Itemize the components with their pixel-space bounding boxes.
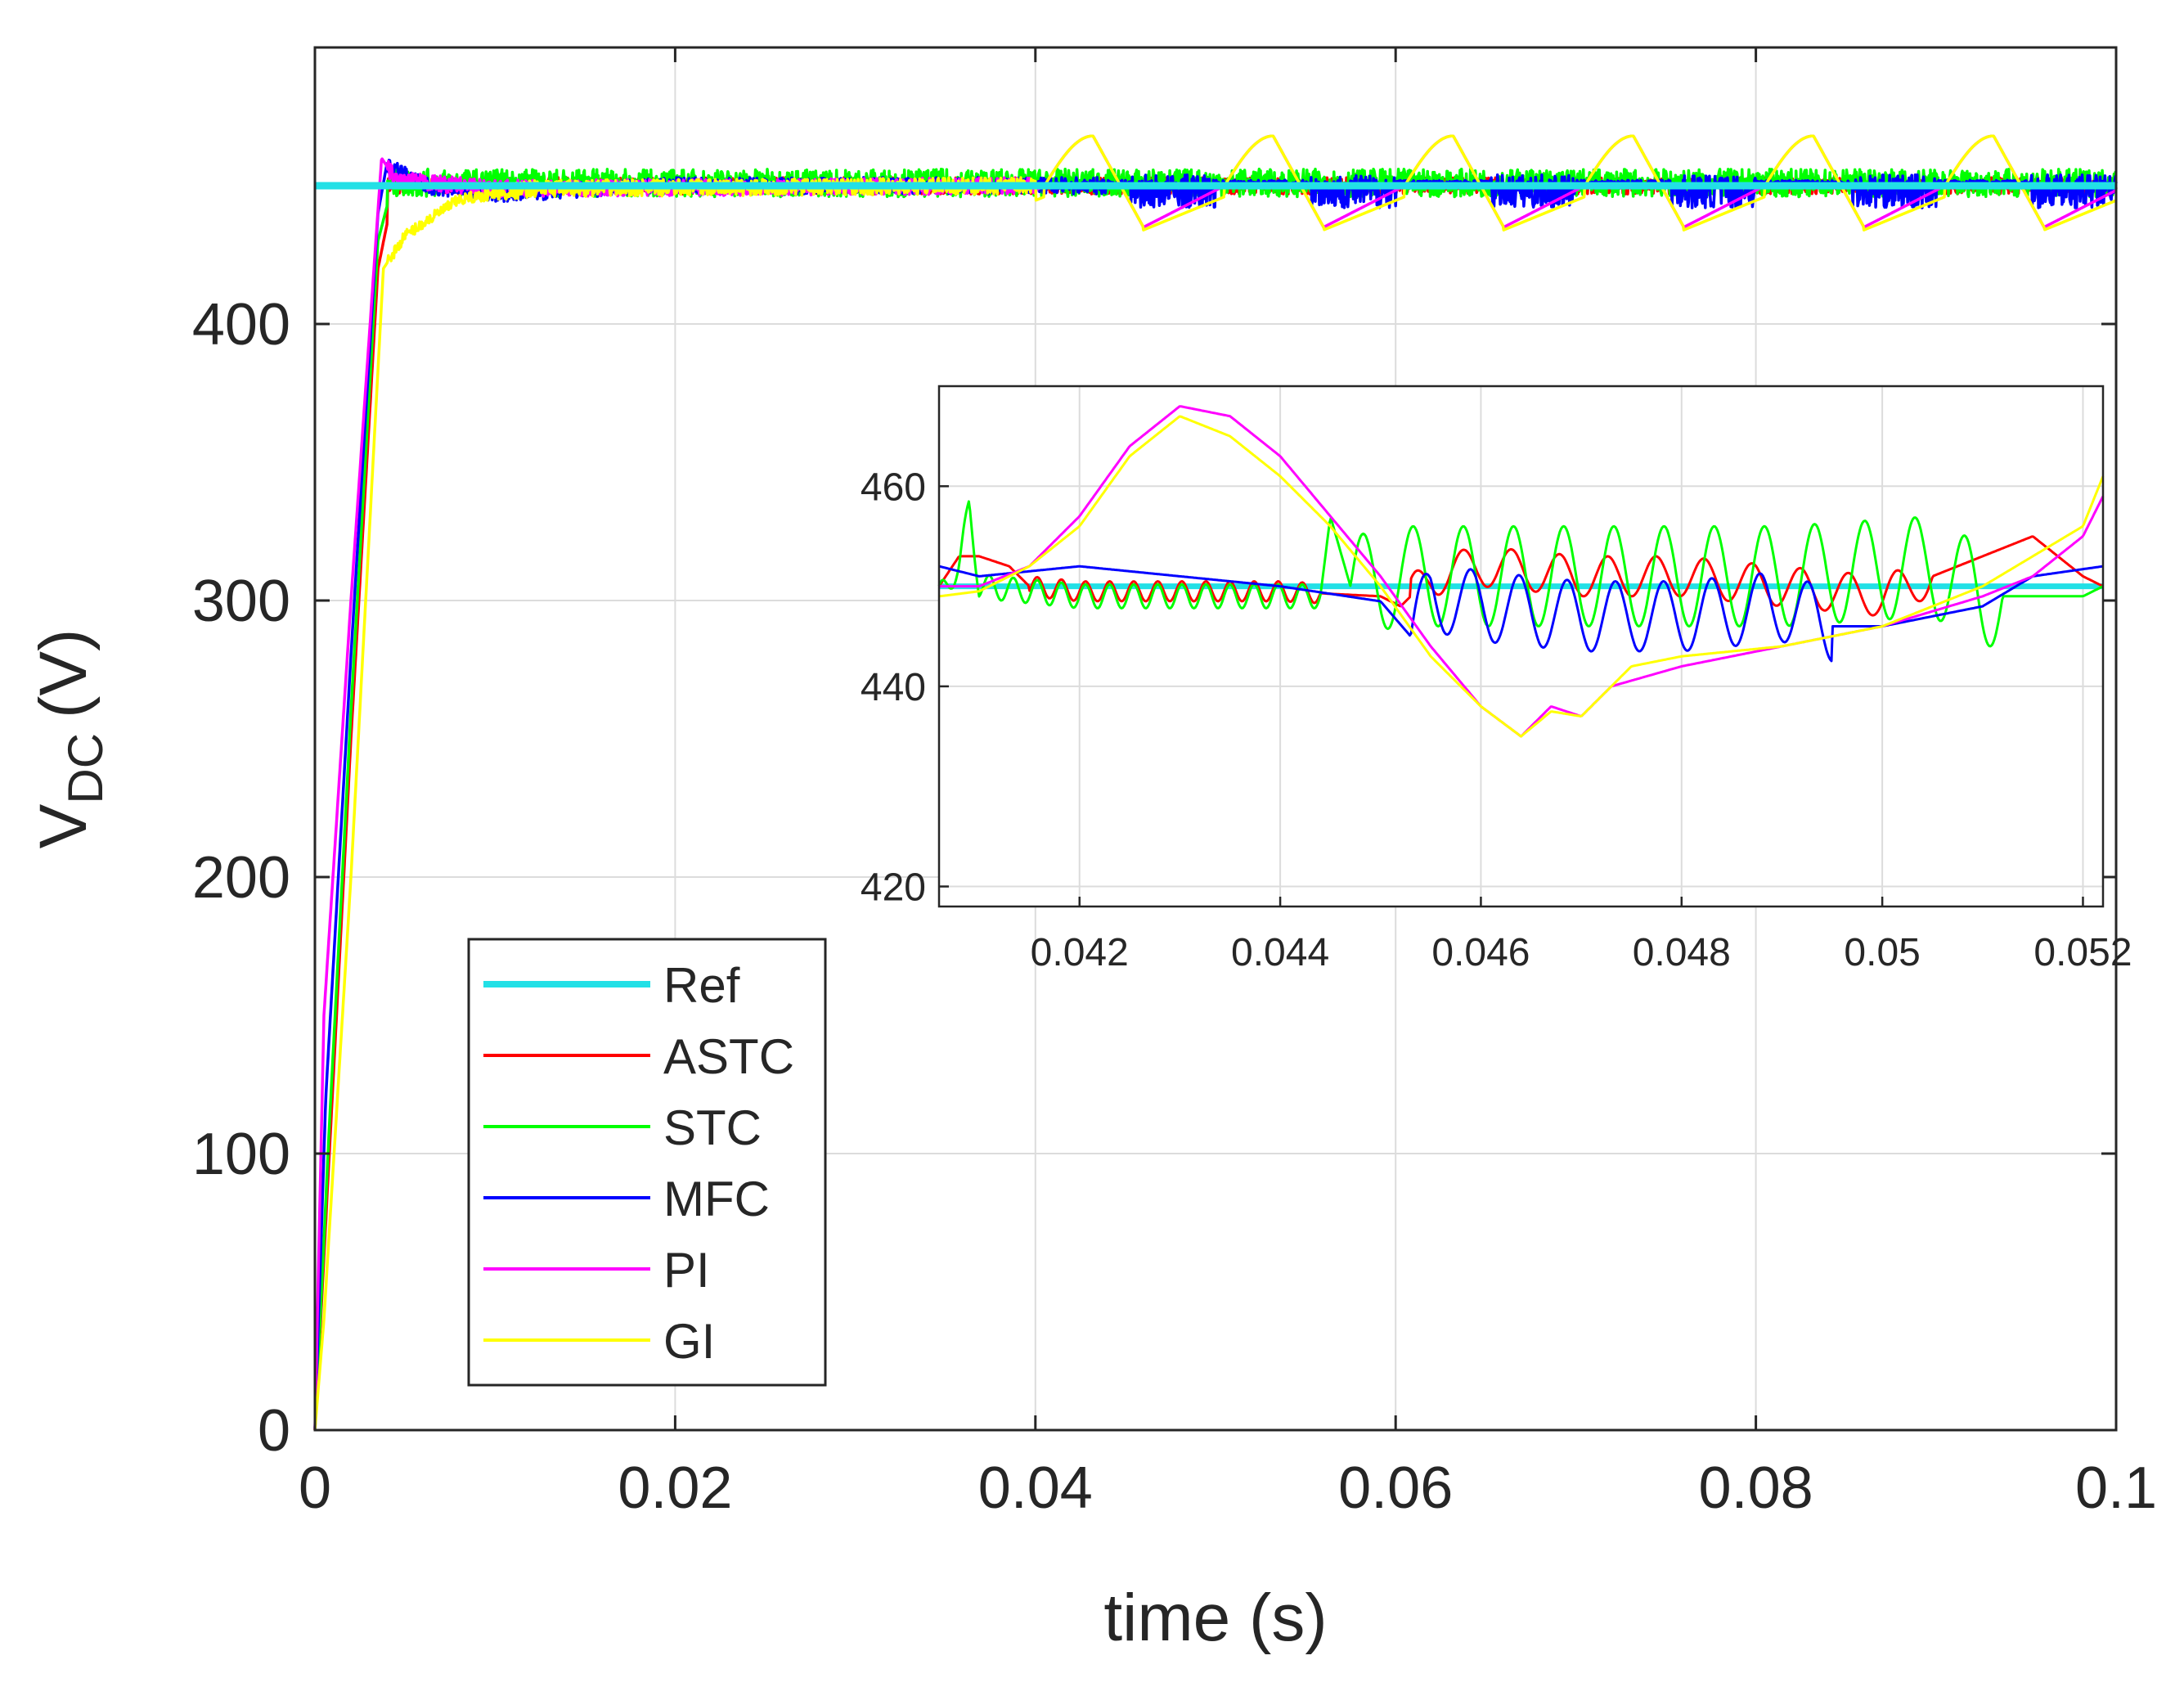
x-axis-label: time (s) — [1103, 1581, 1327, 1655]
main-y-tick-label: 100 — [192, 1122, 290, 1187]
main-plot-frame — [313, 46, 2118, 1432]
legend-label: Ref — [663, 958, 740, 1013]
inset-y-tick-label: 460 — [861, 466, 926, 509]
main-y-tick-label: 400 — [192, 292, 290, 358]
legend-label: STC — [663, 1100, 762, 1155]
y-axis-label-unit: (V) — [26, 629, 101, 718]
inset-y-tick-label: 420 — [861, 866, 926, 910]
legend-item-mfc: MFC — [483, 1172, 770, 1226]
inset-x-tick-label: 0.042 — [1031, 931, 1129, 974]
main-y-tick-label: 200 — [192, 845, 290, 911]
inset-grid — [939, 386, 2103, 906]
legend-box — [467, 938, 827, 1387]
inset-axes: 0.042 0.044 0.046 0.048 0.05 0.052 420 440 460 — [861, 385, 2132, 974]
main-y-tick-label: 300 — [192, 569, 290, 634]
main-ticks: 0 0.02 0.04 0.06 0.08 0.1 0 100 200 300 400 — [192, 47, 2157, 1521]
inset-x-tick-label: 0.05 — [1844, 931, 1920, 974]
inset-x-tick-label: 0.046 — [1431, 931, 1530, 974]
main-x-tick-label: 0.04 — [978, 1455, 1093, 1521]
main-x-tick-label: 0.06 — [1338, 1455, 1453, 1521]
legend-label: MFC — [663, 1172, 770, 1226]
inset-series-astc — [937, 535, 2104, 617]
y-axis-label: VDC (V) — [26, 629, 113, 849]
legend-label: ASTC — [663, 1029, 794, 1084]
main-x-tick-label: 0 — [299, 1455, 331, 1521]
inset-x-tick-label: 0.052 — [2033, 931, 2132, 974]
inset-x-tick-label: 0.048 — [1633, 931, 1731, 974]
inset-plot-frame — [937, 385, 2105, 908]
inset-ticks: 0.042 0.044 0.046 0.048 0.05 0.052 420 440 460 — [861, 466, 2132, 974]
legend-item-ref: Ref — [483, 958, 740, 1013]
inset-series-gi — [938, 415, 2105, 738]
inset-series — [937, 405, 2105, 738]
legend: Ref ASTC STC MFC PI GI — [467, 938, 827, 1387]
y-axis-label-main: V — [26, 803, 101, 848]
legend-item-stc: STC — [483, 1100, 762, 1155]
main-series — [313, 134, 2118, 1431]
main-y-tick-label: 0 — [258, 1398, 290, 1464]
inset-series-mfc — [938, 565, 2104, 663]
inset-series-stc — [937, 500, 2104, 648]
legend-item-astc: ASTC — [483, 1029, 794, 1084]
legend-item-gi: GI — [483, 1314, 715, 1369]
main-x-tick-label: 0.1 — [2075, 1455, 2157, 1521]
inset-x-tick-label: 0.044 — [1231, 931, 1329, 974]
inset-y-tick-label: 440 — [861, 666, 926, 709]
legend-label: GI — [663, 1314, 715, 1369]
main-x-tick-label: 0.02 — [618, 1455, 732, 1521]
inset-background — [939, 386, 2103, 906]
legend-label: PI — [663, 1243, 710, 1298]
main-x-tick-label: 0.08 — [1699, 1455, 1813, 1521]
legend-item-pi: PI — [483, 1243, 710, 1298]
legend-items: Ref ASTC STC MFC PI GI — [483, 958, 794, 1369]
y-axis-label-subscript: DC — [58, 733, 113, 804]
